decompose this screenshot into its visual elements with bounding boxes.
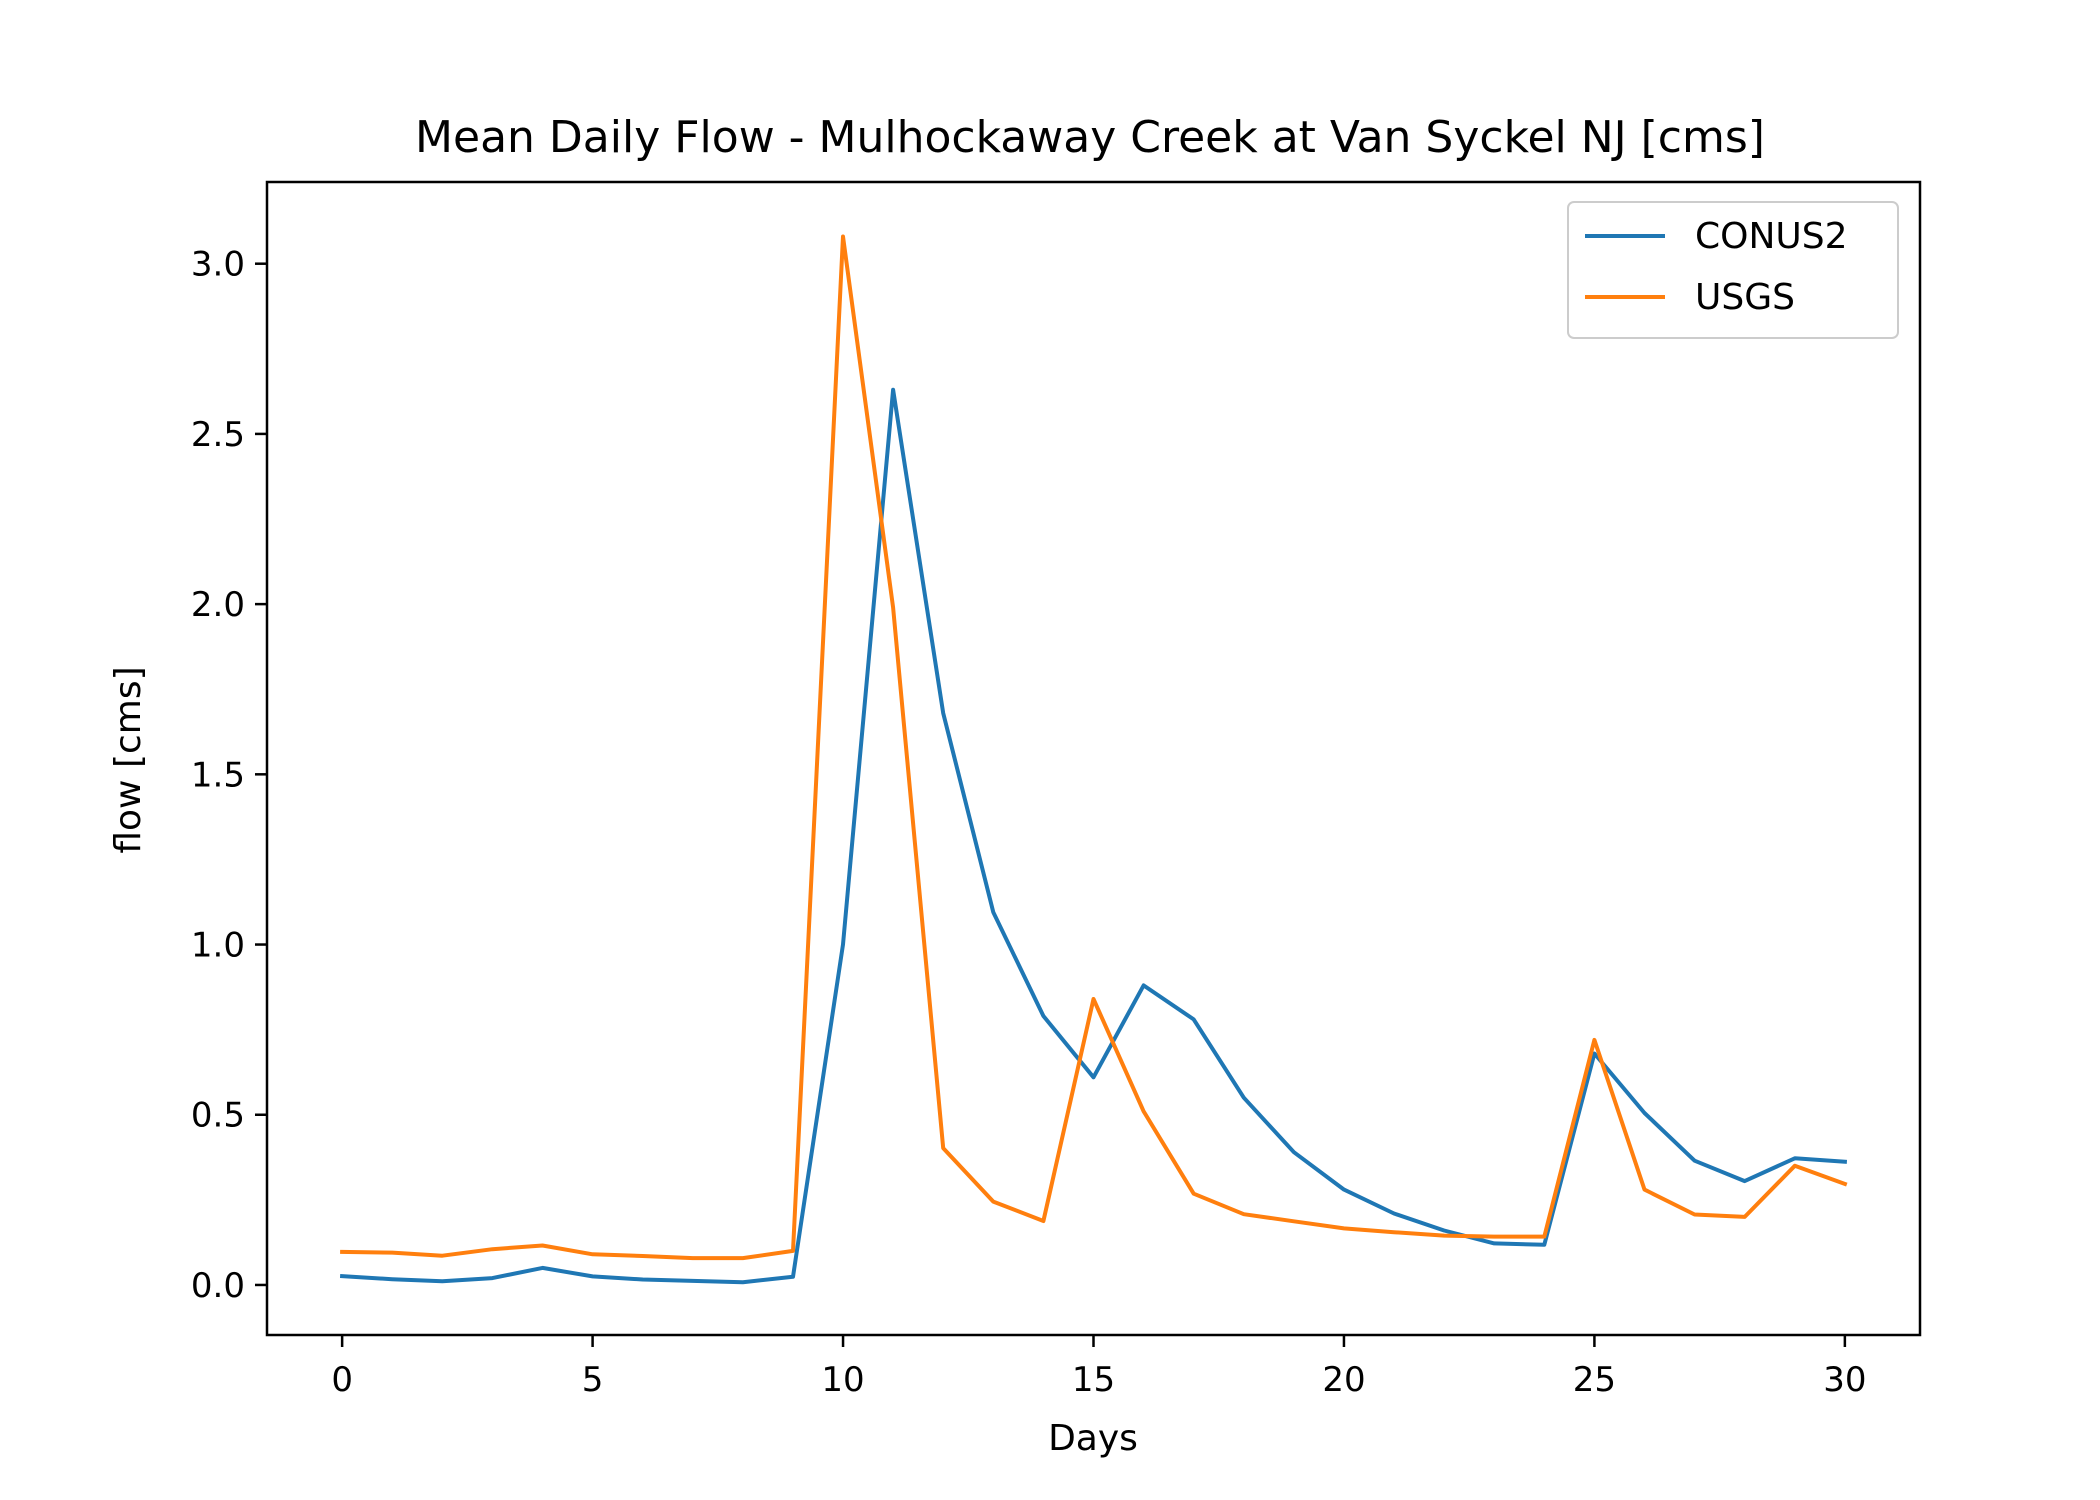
chart-title: Mean Daily Flow - Mulhockaway Creek at V… [415, 112, 1765, 163]
y-tick-label: 0.0 [191, 1266, 245, 1306]
y-tick-label: 1.0 [191, 926, 245, 966]
legend-label-conus2: CONUS2 [1695, 216, 1848, 257]
y-tick-label: 2.5 [191, 415, 245, 455]
legend-label-usgs: USGS [1695, 277, 1795, 318]
series-line-usgs [340, 234, 1848, 1261]
series-line-conus2 [339, 387, 1848, 1285]
x-axis: 0 5 10 15 20 25 30 [331, 1335, 1866, 1400]
y-tick-label: 1.5 [191, 755, 245, 795]
y-tick-label: 0.5 [191, 1096, 245, 1136]
x-tick-label: 25 [1573, 1360, 1616, 1400]
x-tick-label: 30 [1823, 1360, 1866, 1400]
x-tick-label: 15 [1072, 1360, 1115, 1400]
x-axis-label: Days [1048, 1418, 1138, 1459]
y-axis: 0.0 0.5 1.0 1.5 2.0 2.5 3.0 [191, 245, 267, 1306]
x-tick-label: 0 [331, 1360, 353, 1400]
y-tick-label: 3.0 [191, 245, 245, 285]
x-tick-label: 10 [821, 1360, 864, 1400]
x-tick-label: 20 [1322, 1360, 1365, 1400]
y-tick-label: 2.0 [191, 585, 245, 625]
legend: CONUS2 USGS [1567, 201, 1899, 339]
plot-frame [265, 180, 1922, 1337]
plot-lines [339, 234, 1848, 1285]
x-tick-label: 5 [582, 1360, 604, 1400]
y-axis-label: flow [cms] [108, 666, 149, 853]
